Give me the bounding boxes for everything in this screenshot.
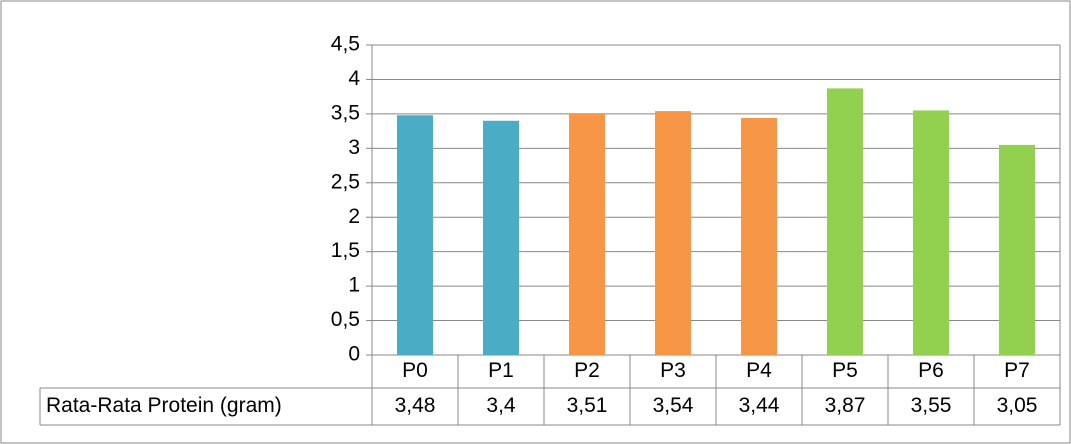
y-tick-label: 0,5 — [331, 308, 360, 331]
y-tick-label: 1 — [348, 274, 360, 297]
y-tick-label: 4 — [348, 67, 360, 90]
x-tick-label: P3 — [660, 359, 686, 382]
x-tick-label: P5 — [832, 359, 858, 382]
y-tick-label: 2 — [348, 205, 360, 228]
y-tick-label: 4,5 — [331, 33, 360, 56]
y-tick-label: 0 — [348, 343, 360, 366]
y-tick-label: 3 — [348, 136, 360, 159]
legend-label: Rata-Rata Protein (gram) — [46, 394, 282, 417]
x-tick-label: P7 — [1004, 359, 1030, 382]
y-tick-label: 2,5 — [331, 170, 360, 193]
x-tick-label: P1 — [488, 359, 514, 382]
x-tick-label: P4 — [746, 359, 772, 382]
bar — [483, 121, 519, 355]
bar — [397, 115, 433, 355]
bar — [741, 118, 777, 355]
value-label: 3,44 — [739, 394, 780, 417]
bar — [913, 110, 949, 355]
y-tick-label: 3,5 — [331, 101, 360, 124]
chart-frame — [1, 1, 1070, 443]
x-tick-label: P0 — [402, 359, 428, 382]
value-label: 3,55 — [911, 394, 952, 417]
y-tick-label: 1,5 — [331, 239, 360, 262]
bar — [999, 145, 1035, 355]
value-label: 3,05 — [997, 394, 1038, 417]
value-label: 3,4 — [486, 394, 516, 417]
value-label: 3,87 — [825, 394, 866, 417]
value-label: 3,48 — [395, 394, 436, 417]
value-label: 3,54 — [653, 394, 694, 417]
value-label: 3,51 — [567, 394, 608, 417]
bar — [655, 111, 691, 355]
bar — [827, 88, 863, 355]
x-tick-label: P2 — [574, 359, 600, 382]
chart: 00,511,522,533,544,5Rata-Rata Protein (g… — [0, 0, 1071, 444]
x-tick-label: P6 — [918, 359, 944, 382]
bar — [569, 113, 605, 355]
